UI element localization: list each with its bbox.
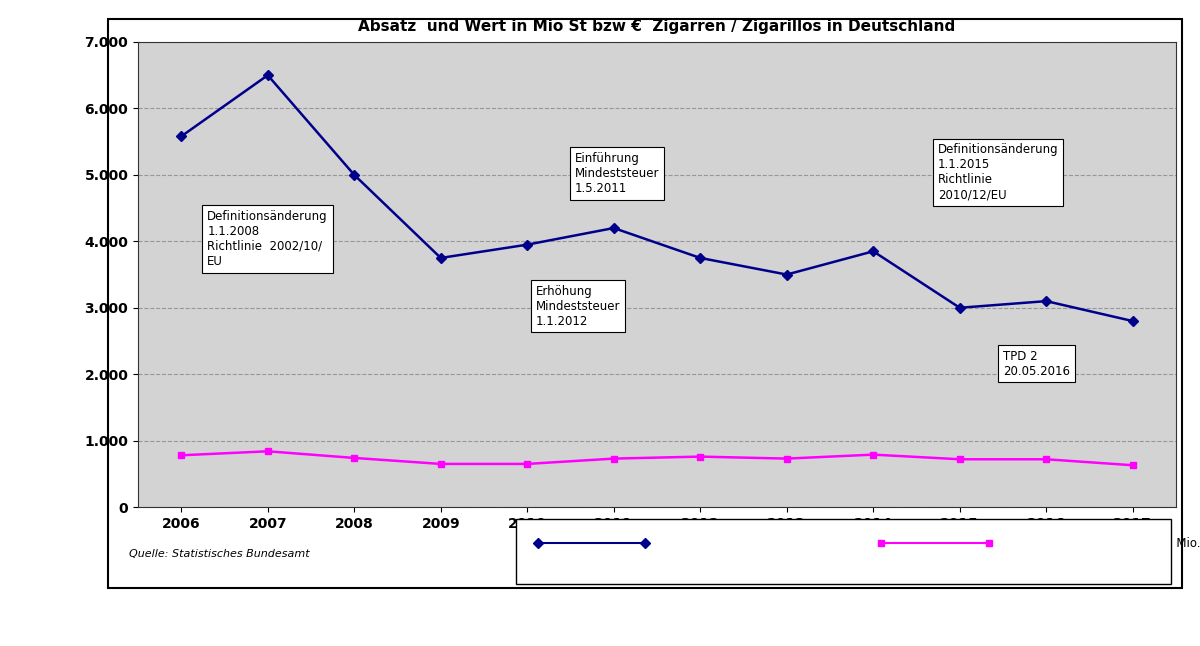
- Text: Einführung
Mindeststeuer
1.5.2011: Einführung Mindeststeuer 1.5.2011: [575, 152, 659, 195]
- Title: Absatz  und Wert in Mio St bzw €  Zigarren / Zigarillos in Deutschland: Absatz und Wert in Mio St bzw € Zigarren…: [359, 19, 955, 34]
- Text: Absatz Zigarren/Zigarillos Mio. Stück: Absatz Zigarren/Zigarillos Mio. Stück: [666, 537, 883, 550]
- Text: Definitionsänderung
1.1.2015
Richtlinie
2010/12/EU: Definitionsänderung 1.1.2015 Richtlinie …: [938, 143, 1058, 202]
- Text: Definitionsänderung
1.1.2008
Richtlinie  2002/10/
EU: Definitionsänderung 1.1.2008 Richtlinie …: [208, 210, 328, 268]
- Text: TPD 2
20.05.2016: TPD 2 20.05.2016: [1003, 349, 1070, 377]
- Bar: [516, 519, 1171, 584]
- Text: Erhöhung
Mindeststeuer
1.1.2012: Erhöhung Mindeststeuer 1.1.2012: [536, 285, 620, 328]
- Text: Wert Zigarren / Zigarillos in Mio. €: Wert Zigarren / Zigarillos in Mio. €: [1010, 537, 1200, 550]
- Text: Quelle: Statistisches Bundesamt: Quelle: Statistisches Bundesamt: [130, 550, 310, 559]
